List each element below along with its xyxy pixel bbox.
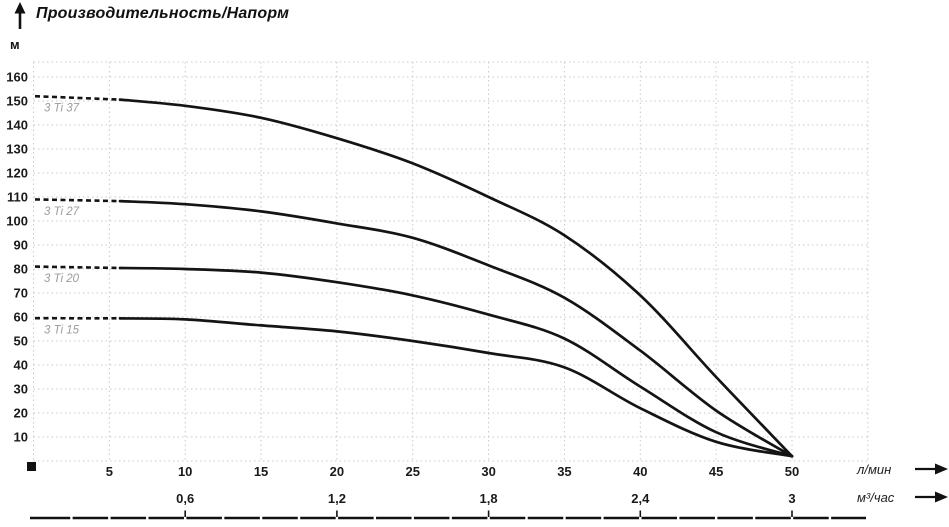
x-axis-unit-lpm: л/мин [856,462,891,477]
svg-text:45: 45 [709,464,723,479]
svg-text:40: 40 [14,358,28,373]
right-arrow-icon-m3h [915,491,948,503]
curve-3-ti-37 [118,98,794,458]
series-label-3-ti-15: 3 Ti 15 [44,325,80,337]
svg-text:40: 40 [633,464,647,479]
svg-text:140: 140 [6,118,28,133]
chart-title: Производительность/Напорм [36,5,290,22]
svg-text:20: 20 [330,464,344,479]
svg-text:60: 60 [14,310,28,325]
origin-marker-square [27,462,36,471]
svg-text:50: 50 [14,334,28,349]
svg-text:150: 150 [6,94,28,109]
curve-3-ti-20 [118,266,794,458]
grid [33,61,869,462]
svg-text:50: 50 [785,464,799,479]
svg-text:130: 130 [6,142,28,157]
curve-3-ti-27 [118,199,794,458]
svg-text:1,2: 1,2 [328,491,346,506]
svg-text:0,6: 0,6 [176,491,194,506]
y-axis-tick-labels: 10 20 30 40 50 60 70 80 90 100 110 120 130 140 150 160 [6,70,28,445]
series-3-ti-20: 3 Ti 20 [34,265,794,458]
svg-text:120: 120 [6,166,28,181]
svg-text:110: 110 [7,190,28,205]
curve-dashed-3-ti-20 [34,265,120,270]
svg-text:3: 3 [788,491,795,506]
svg-text:1,8: 1,8 [480,491,498,506]
x-axis-unit-m3h: м³/час [857,490,895,505]
series-label-3-ti-37: 3 Ti 37 [44,103,80,115]
svg-text:15: 15 [254,464,268,479]
x-axis-m3h-tick-labels: 0,6 1,2 1,8 2,4 3 [176,491,795,506]
curve-3-ti-15 [118,317,794,458]
curve-dashed-3-ti-37 [34,94,121,101]
series-label-3-ti-20: 3 Ti 20 [44,273,80,285]
secondary-scale-bar [30,510,866,521]
series-3-ti-15: 3 Ti 15 [34,316,794,458]
right-arrow-icon-lpm [915,463,948,475]
y-axis-unit-label: м [10,37,20,52]
svg-text:5: 5 [106,464,113,479]
curve-dashed-3-ti-27 [34,198,120,203]
series-label-3-ti-27: 3 Ti 27 [44,206,80,218]
x-axis-lpm-tick-labels: 5 10 15 20 25 30 35 40 45 50 [106,464,800,479]
svg-text:30: 30 [481,464,495,479]
svg-text:10: 10 [178,464,192,479]
svg-text:10: 10 [14,430,28,445]
svg-text:2,4: 2,4 [631,491,650,506]
svg-text:100: 100 [6,214,28,229]
svg-text:70: 70 [14,286,28,301]
series-3-ti-37: 3 Ti 37 [34,94,794,458]
svg-text:80: 80 [14,262,28,277]
svg-text:160: 160 [6,70,28,85]
svg-text:30: 30 [14,382,28,397]
svg-text:35: 35 [557,464,571,479]
y-axis-up-arrow-icon [14,2,26,29]
svg-text:20: 20 [14,406,28,421]
svg-text:90: 90 [14,238,28,253]
svg-text:25: 25 [406,464,420,479]
series-3-ti-27: 3 Ti 27 [34,198,794,458]
